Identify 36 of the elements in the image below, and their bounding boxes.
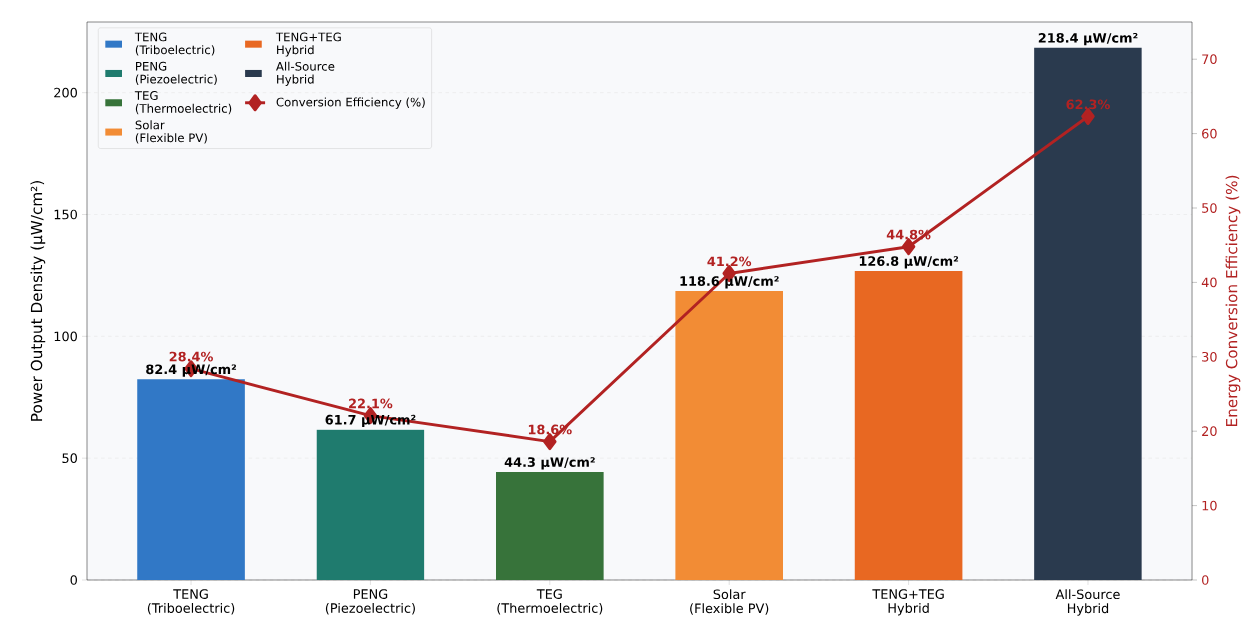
category-label: TEG (Thermoelectric) [134,91,232,115]
y2-tick-label: 70 [1202,54,1217,65]
y2-tick-label: 30 [1202,351,1217,362]
y-tick-label: 0 [70,575,77,585]
x-tick-label: Solar (Flexible PV) [690,589,769,615]
data-label: 118.6 µW/cm² [680,276,779,289]
data-label: 22.1% [349,398,393,409]
category-label: Solar (Flexible PV) [135,120,207,144]
data-label: 218.4 µW/cm² [1038,33,1138,46]
category-label: PENG (Piezoelectric) [135,61,217,85]
x-tick-label: PENG (Piezoelectric) [325,589,415,615]
y-tick-label: 50 [62,453,77,464]
data-label: 44.3 µW/cm² [504,457,595,470]
category-label: TENG+TEG Hybrid [275,32,341,57]
y-axis-title: Power Output Density (µW/cm²) [30,181,46,421]
y2-tick-label: 0 [1202,575,1209,585]
category-label: All-Source Hybrid [276,61,335,86]
category-label: TENG (Triboelectric) [134,32,215,56]
y-tick-label: 100 [54,331,77,342]
y2-tick-label: 50 [1202,203,1217,213]
data-label: 126.8 µW/cm² [859,256,959,269]
legend-label: Conversion Efficiency (%) [276,97,425,109]
y2-axis-title: Energy Conversion Efficiency (%) [1225,175,1241,426]
y2-tick-label: 20 [1202,426,1217,437]
data-label: 41.2% [707,256,752,267]
x-tick-label: All-Source Hybrid [1055,589,1120,616]
data-label: 28.4% [169,351,213,362]
y2-tick-label: 60 [1202,128,1217,139]
data-label: 62.3% [1066,99,1110,110]
y-tick-label: 150 [54,209,77,220]
x-tick-label: TEG (Thermoelectric) [497,589,603,615]
y2-tick-label: 40 [1201,277,1217,288]
x-tick-label: TENG (Triboelectric) [147,589,235,615]
y2-tick-label: 10 [1202,500,1217,511]
x-tick-label: TENG+TEG Hybrid [872,589,944,616]
y-tick-label: 200 [54,87,77,98]
